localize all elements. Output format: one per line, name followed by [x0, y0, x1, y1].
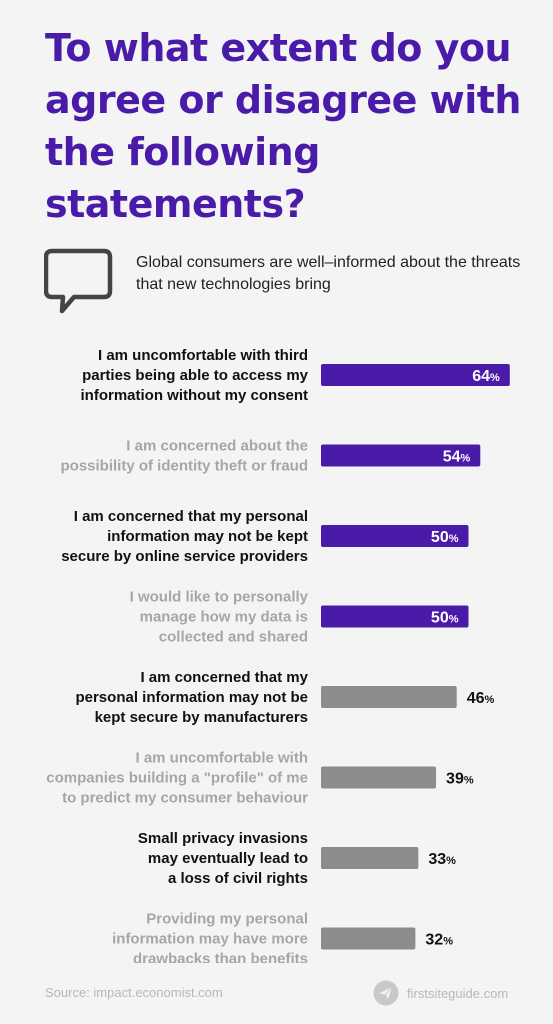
- value-label: 64%: [472, 368, 500, 385]
- bar: [321, 686, 457, 708]
- bar-row: I would like to personally manage how my …: [130, 589, 469, 646]
- brand-name: firstsiteguide.com: [407, 985, 509, 1001]
- value-label: 50%: [431, 610, 459, 627]
- bar-row: I am uncomfortable with third parties bei…: [81, 347, 510, 404]
- page-title: To what extent do you agree or disagree …: [45, 26, 522, 226]
- speech-bubble-icon: [44, 248, 113, 314]
- category-label: I am uncomfortable with third parties bei…: [81, 347, 309, 404]
- bar-row: Small privacy invasions may eventually le…: [138, 830, 456, 887]
- bar-row: I am concerned about the possibility of i…: [61, 438, 481, 475]
- value-label: 50%: [431, 529, 459, 546]
- value-label: 46%: [467, 690, 495, 707]
- category-label: I am concerned about the possibility of i…: [61, 438, 309, 475]
- category-label: I am concerned that my personal informati…: [61, 508, 308, 565]
- bar-row: I am concerned that my personal informati…: [75, 669, 494, 726]
- paper-plane-icon: [373, 980, 399, 1006]
- source-note: Source: impact.economist.com: [45, 985, 223, 1000]
- value-label: 32%: [425, 932, 453, 949]
- value-label: 39%: [446, 771, 474, 788]
- subtitle: Global consumers are well–informed about…: [136, 254, 521, 293]
- bar-row: I am concerned that my personal informati…: [61, 508, 469, 565]
- category-label: I am concerned that my personal informati…: [75, 669, 308, 726]
- bar: [321, 847, 419, 869]
- bar-row: I am uncomfortable with companies buildin…: [46, 750, 474, 807]
- category-label: Small privacy invasions may eventually le…: [138, 830, 308, 887]
- bar: [321, 927, 416, 950]
- category-label: I am uncomfortable with companies buildin…: [46, 750, 308, 807]
- value-label: 54%: [443, 449, 471, 466]
- bar: [321, 444, 481, 467]
- bar: [321, 766, 437, 789]
- bar: [321, 364, 510, 386]
- brand-footer: firstsiteguide.com: [373, 980, 508, 1006]
- category-label: I would like to personally manage how my …: [130, 589, 309, 646]
- bar-row: Providing my personal information may hav…: [112, 911, 453, 964]
- bar-chart: I am uncomfortable with third parties bei…: [46, 347, 510, 964]
- value-label: 33%: [428, 851, 456, 868]
- bar: [321, 605, 469, 628]
- bar: [321, 525, 469, 547]
- category-label: Providing my personal information may hav…: [112, 911, 308, 964]
